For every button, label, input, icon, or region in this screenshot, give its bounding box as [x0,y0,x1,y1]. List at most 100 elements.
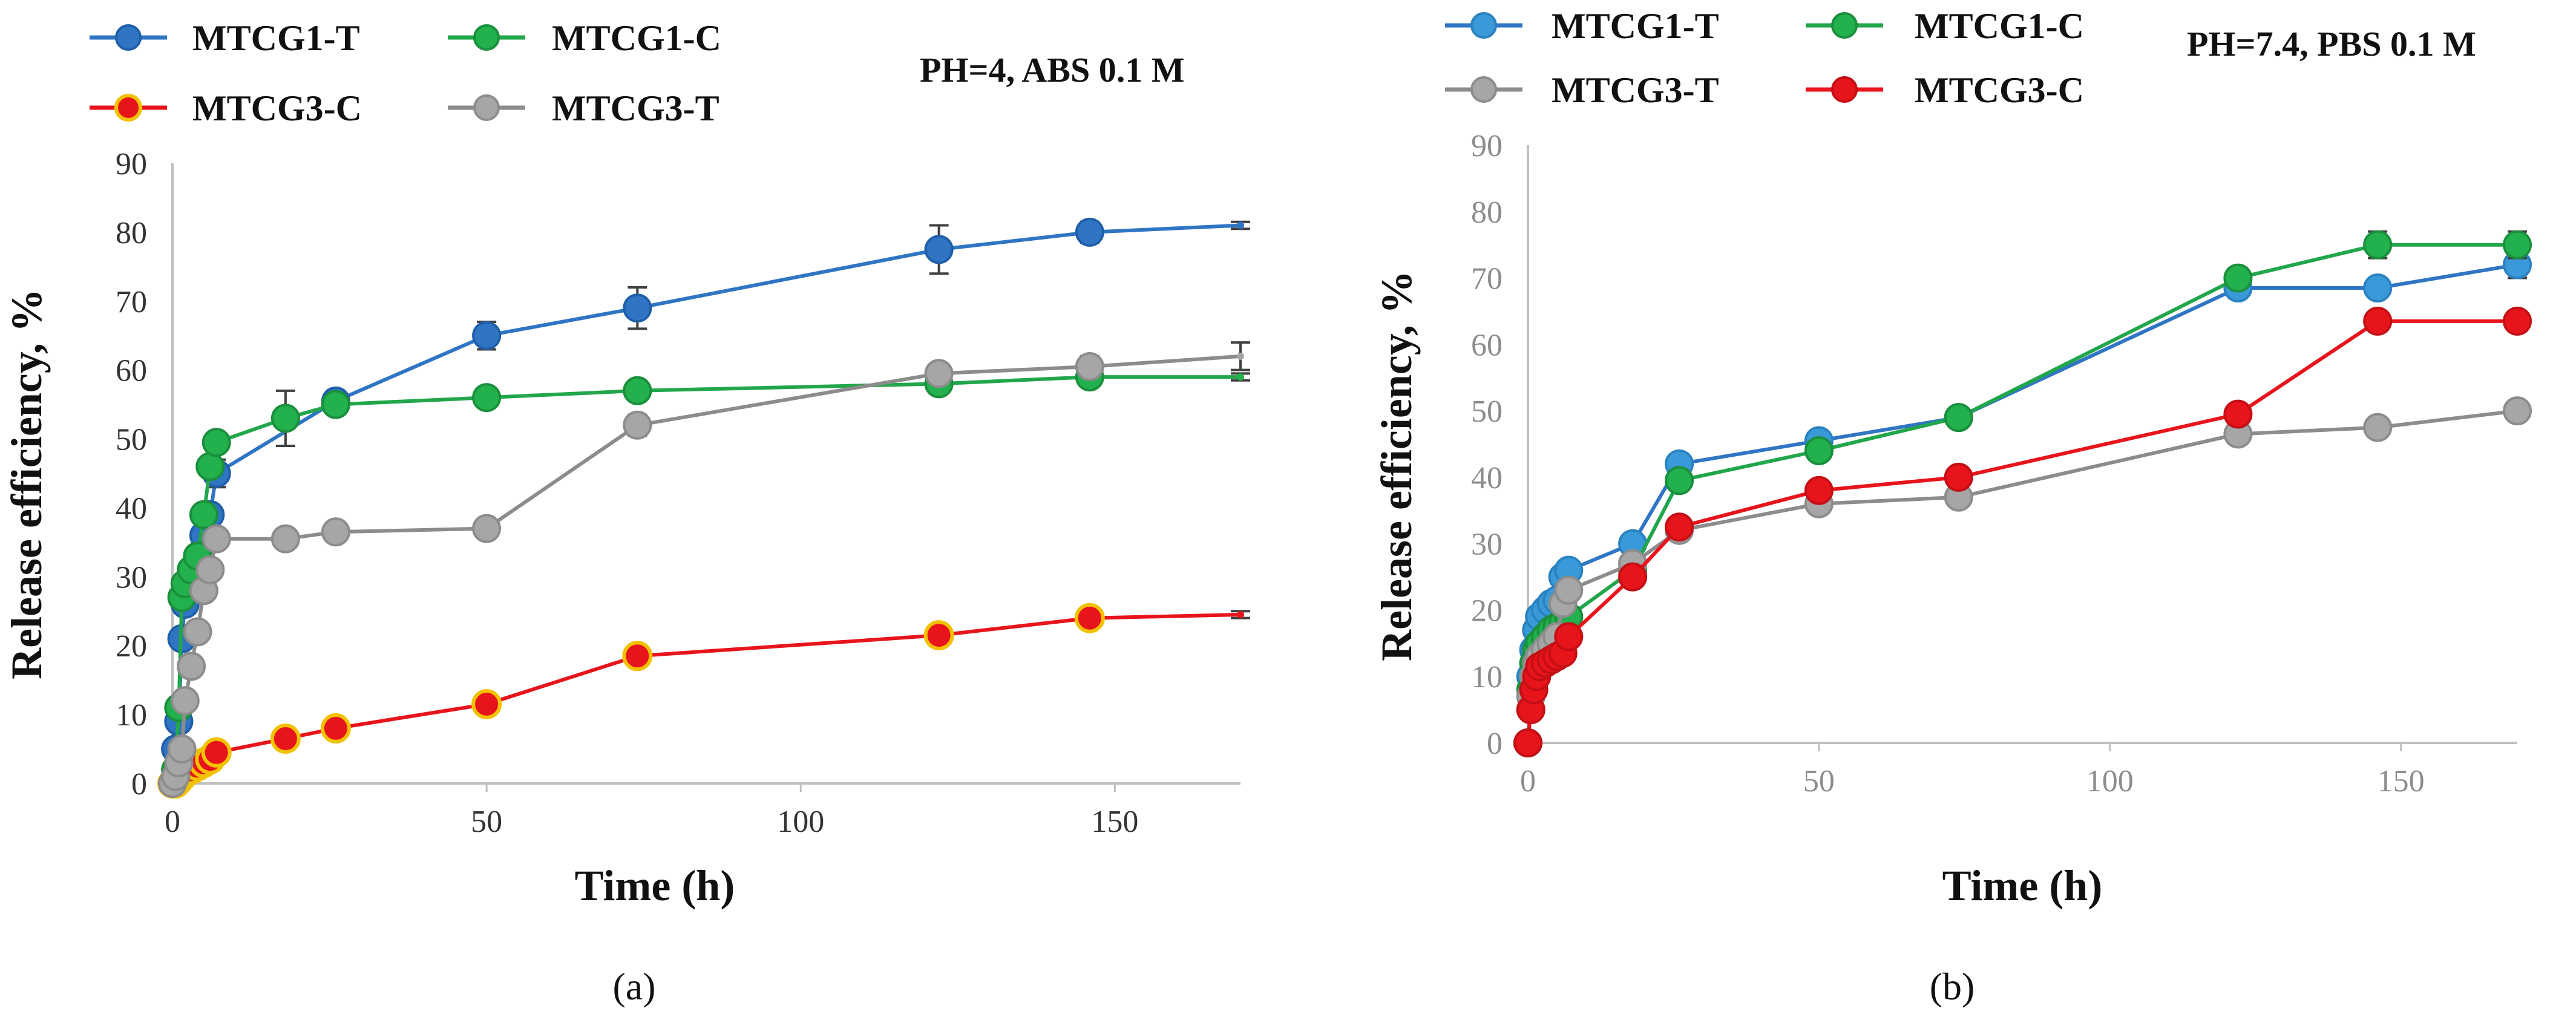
legend-item-a-mtcg1-c: MTCG1-C [448,18,721,58]
panel-b-mtcg3-c-point [1944,462,1973,492]
panel-a-mtcg1-c-point [623,376,652,405]
panel-a-caption: (a) [612,965,655,1008]
panel-b-legend: MTCG1-T MTCG1-C MTCG3-T MTCG3-C [1445,6,2084,110]
panel-a-mtcg1-c-point [189,500,218,529]
panel-a-mtcg3-t-point [183,617,212,647]
panel-b-y-tick-label: 40 [1471,461,1503,495]
panel-b-mtcg3-c-point [2503,306,2532,336]
panel-a-x-tick-label: 50 [471,805,502,839]
legend-b-mtcg1-t-marker [1470,12,1497,39]
panel-b-mtcg3-t-point [1554,575,1584,605]
panel-b: MTCG1-T MTCG1-C MTCG3-T MTCG3-C PH=7.4, … [1372,6,2532,1008]
legend-b-mtcg1-c-marker [1831,12,1858,39]
legend-a-mtcg1-t-label: MTCG1-T [192,18,360,58]
panel-b-x-tick-label: 150 [2378,764,2425,799]
legend-a-mtcg1-t-marker [115,24,142,51]
panel-a-mtcg3-t-point [1237,352,1244,360]
panel-a-x-tick-label: 100 [777,805,824,839]
legend-b-mtcg3-t-marker [1470,76,1497,103]
panel-a-y-tick-label: 0 [131,767,147,802]
panel-a-mtcg1-c-point [321,390,350,419]
panel-a-y-tick-label: 10 [116,698,147,733]
legend-b-mtcg1-t-label: MTCG1-T [1552,6,1719,46]
panel-b-mtcg1-c-point [1804,436,1834,465]
panel-a-y-tick-label: 30 [116,560,147,595]
panel-a-mtcg3-t-point [170,686,200,716]
panel-a-series-mtcg3-t [158,341,1250,798]
legend-item-b-mtcg3-c: MTCG3-C [1806,70,2084,110]
legend-a-mtcg3-c-marker [114,94,142,122]
panel-a-mtcg3-c-point [320,713,351,744]
panel-a-legend: MTCG1-T MTCG1-C MTCG3-C MTCG3-T [90,18,721,128]
panel-a-axes: 0 10 20 30 40 50 60 70 80 90 0 50 100 150 [116,147,1240,839]
panel-b-mtcg3-t-point [2363,413,2393,442]
panel-a-mtcg1-c-point [202,428,231,457]
panel-a-mtcg3-c-point [622,641,653,672]
panel-a-condition: PH=4, ABS 0.1 M [920,50,1184,90]
legend-a-mtcg1-c-label: MTCG1-C [552,18,721,58]
panel-a-mtcg3-t-point [924,359,954,388]
panel-a-mtcg3-c-point [471,689,502,719]
panel-b-mtcg3-c-point [1804,476,1834,505]
panel-a-mtcg3-t-point [167,734,197,764]
panel-a-mtcg3-t-point [472,514,502,543]
panel-a-mtcg3-t-point [270,524,300,554]
panel-a-mtcg3-t-point [623,410,652,440]
panel-b-x-tick-label: 50 [1803,764,1835,799]
legend-a-mtcg3-t-label: MTCG3-T [552,88,719,128]
panel-a-mtcg1-t-point [1075,217,1104,247]
panel-b-mtcg3-c-point [1618,562,1648,592]
panel-b-y-tick-label: 0 [1487,727,1503,761]
legend-b-mtcg3-c-marker [1831,76,1858,103]
panel-a-mtcg1-t-point [472,321,502,350]
panel-a-mtcg1-c-point [195,452,225,482]
panel-a-x-axis-title: Time (h) [575,861,735,910]
panel-a-mtcg3-c-point [270,724,301,754]
legend-b-mtcg1-c-label: MTCG1-C [1915,6,2084,46]
panel-a-mtcg3-c-point [923,620,954,651]
panel-b-series-mtcg3-c [1513,306,2532,757]
panel-b-y-tick-label: 20 [1471,593,1503,628]
legend-item-b-mtcg1-t: MTCG1-T [1445,6,1719,46]
panel-a-mtcg3-t-point [321,517,350,547]
panel-a-y-axis-title: Release efficiency, % [2,289,51,679]
legend-a-mtcg3-t-marker [473,94,500,121]
panel-a-mtcg3-c-point [1074,603,1105,633]
legend-item-b-mtcg1-c: MTCG1-C [1806,6,2084,46]
panel-a-x-tick-label: 0 [165,805,180,839]
panel-b-y-tick-label: 30 [1471,528,1503,562]
panel-a: MTCG1-T MTCG1-C MTCG3-C MTCG3-T PH=4, AB… [2,18,1250,1008]
panel-b-mtcg1-c-point [2223,263,2253,293]
panel-b-y-tick-label: 70 [1471,262,1503,296]
legend-a-mtcg3-c-label: MTCG3-C [192,88,362,128]
panel-b-mtcg1-c-point [1944,403,1973,433]
panel-b-mtcg1-t-point [2363,273,2393,302]
panel-b-caption: (b) [1930,965,1975,1008]
panel-b-mtcg3-c-point [1513,728,1542,757]
panel-a-y-tick-label: 60 [116,354,147,388]
legend-a-mtcg1-c-marker [473,24,500,51]
panel-b-x-axis-title: Time (h) [1942,861,2103,910]
panel-b-y-tick-label: 90 [1471,129,1503,163]
panel-a-y-tick-label: 40 [116,491,147,526]
panel-a-mtcg1-t-point [924,235,954,264]
panel-a-y-tick-label: 70 [116,285,147,319]
panel-a-mtcg3-t-point [202,524,231,554]
panel-b-mtcg3-t-point [2503,396,2532,426]
legend-item-b-mtcg3-t: MTCG3-T [1445,70,1719,110]
legend-item-a-mtcg3-c: MTCG3-C [90,88,362,128]
panel-b-mtcg3-c-point [1554,622,1584,652]
panel-b-mtcg1-c-point [2503,230,2532,260]
panel-b-y-tick-label: 80 [1471,195,1503,230]
panel-a-mtcg1-t-point [623,293,652,323]
panel-a-mtcg1-c-point [1237,373,1244,381]
panel-b-y-axis-title: Release efficiency, % [1372,270,1421,661]
panel-a-mtcg1-t-point [1237,221,1244,229]
panel-b-x-tick-label: 100 [2086,764,2134,799]
panel-a-mtcg1-c-point [270,404,300,433]
panel-a-mtcg1-c-point [472,383,502,413]
panel-a-y-tick-label: 90 [116,147,147,181]
panel-a-y-tick-label: 50 [116,423,147,457]
